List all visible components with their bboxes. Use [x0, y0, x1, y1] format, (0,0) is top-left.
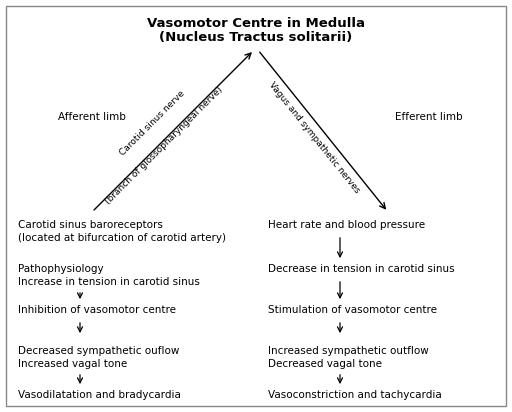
Text: Carotid sinus nerve: Carotid sinus nerve — [118, 89, 186, 157]
Text: Decreased sympathetic ouflow
Increased vagal tone: Decreased sympathetic ouflow Increased v… — [18, 346, 179, 369]
Text: Vagus and sympathetic nerves: Vagus and sympathetic nerves — [267, 80, 361, 194]
Text: Efferent limb: Efferent limb — [395, 112, 463, 122]
Text: Stimulation of vasomotor centre: Stimulation of vasomotor centre — [268, 305, 437, 315]
Text: Vasodilatation and bradycardia: Vasodilatation and bradycardia — [18, 390, 181, 400]
Text: Increased sympathetic outflow
Decreased vagal tone: Increased sympathetic outflow Decreased … — [268, 346, 429, 369]
Text: (Nucleus Tractus solitarii): (Nucleus Tractus solitarii) — [159, 31, 353, 44]
Text: Carotid sinus baroreceptors
(located at bifurcation of carotid artery): Carotid sinus baroreceptors (located at … — [18, 220, 226, 243]
Text: Decrease in tension in carotid sinus: Decrease in tension in carotid sinus — [268, 264, 455, 274]
Text: Vasoconstriction and tachycardia: Vasoconstriction and tachycardia — [268, 390, 442, 400]
Text: Vasomotor Centre in Medulla: Vasomotor Centre in Medulla — [147, 17, 365, 30]
Text: Afferent limb: Afferent limb — [58, 112, 126, 122]
Text: Heart rate and blood pressure: Heart rate and blood pressure — [268, 220, 425, 230]
Text: (branch of glossopharyngeal nerve): (branch of glossopharyngeal nerve) — [104, 85, 225, 206]
Text: Pathophysiology
Increase in tension in carotid sinus: Pathophysiology Increase in tension in c… — [18, 264, 200, 287]
Text: Inhibition of vasomotor centre: Inhibition of vasomotor centre — [18, 305, 176, 315]
